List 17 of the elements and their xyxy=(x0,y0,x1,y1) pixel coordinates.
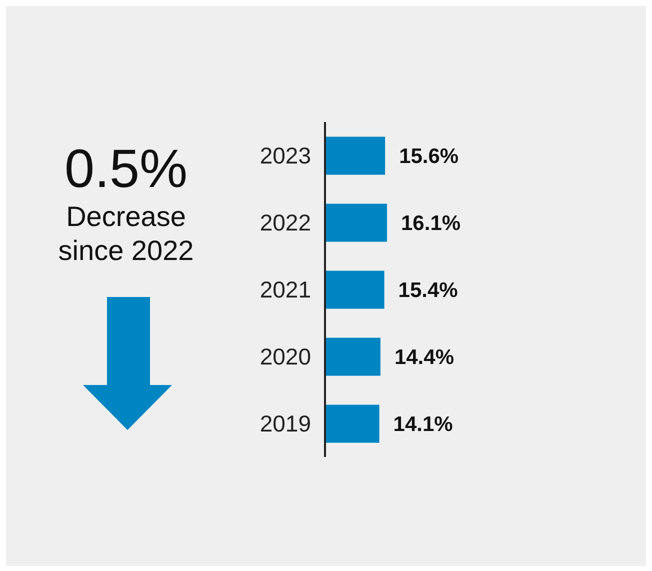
bar xyxy=(325,270,384,309)
y-tick-label: 2019 xyxy=(260,410,311,437)
data-label: 15.4% xyxy=(398,279,458,302)
data-label: 14.4% xyxy=(394,346,454,370)
y-tick-label: 2020 xyxy=(260,344,311,370)
y-tick-label: 2023 xyxy=(260,142,311,169)
bar xyxy=(325,204,387,242)
bar xyxy=(325,136,386,175)
data-label: 15.6% xyxy=(399,145,459,168)
data-label: 14.1% xyxy=(393,413,454,436)
bar xyxy=(325,404,380,443)
bar xyxy=(325,338,380,376)
y-tick-label: 2021 xyxy=(260,276,311,303)
text: 0.5% xyxy=(63,138,189,200)
text: Decrease since 2022 xyxy=(57,200,195,268)
y-tick-label: 2022 xyxy=(260,210,311,236)
data-label: 16.1% xyxy=(401,212,461,236)
